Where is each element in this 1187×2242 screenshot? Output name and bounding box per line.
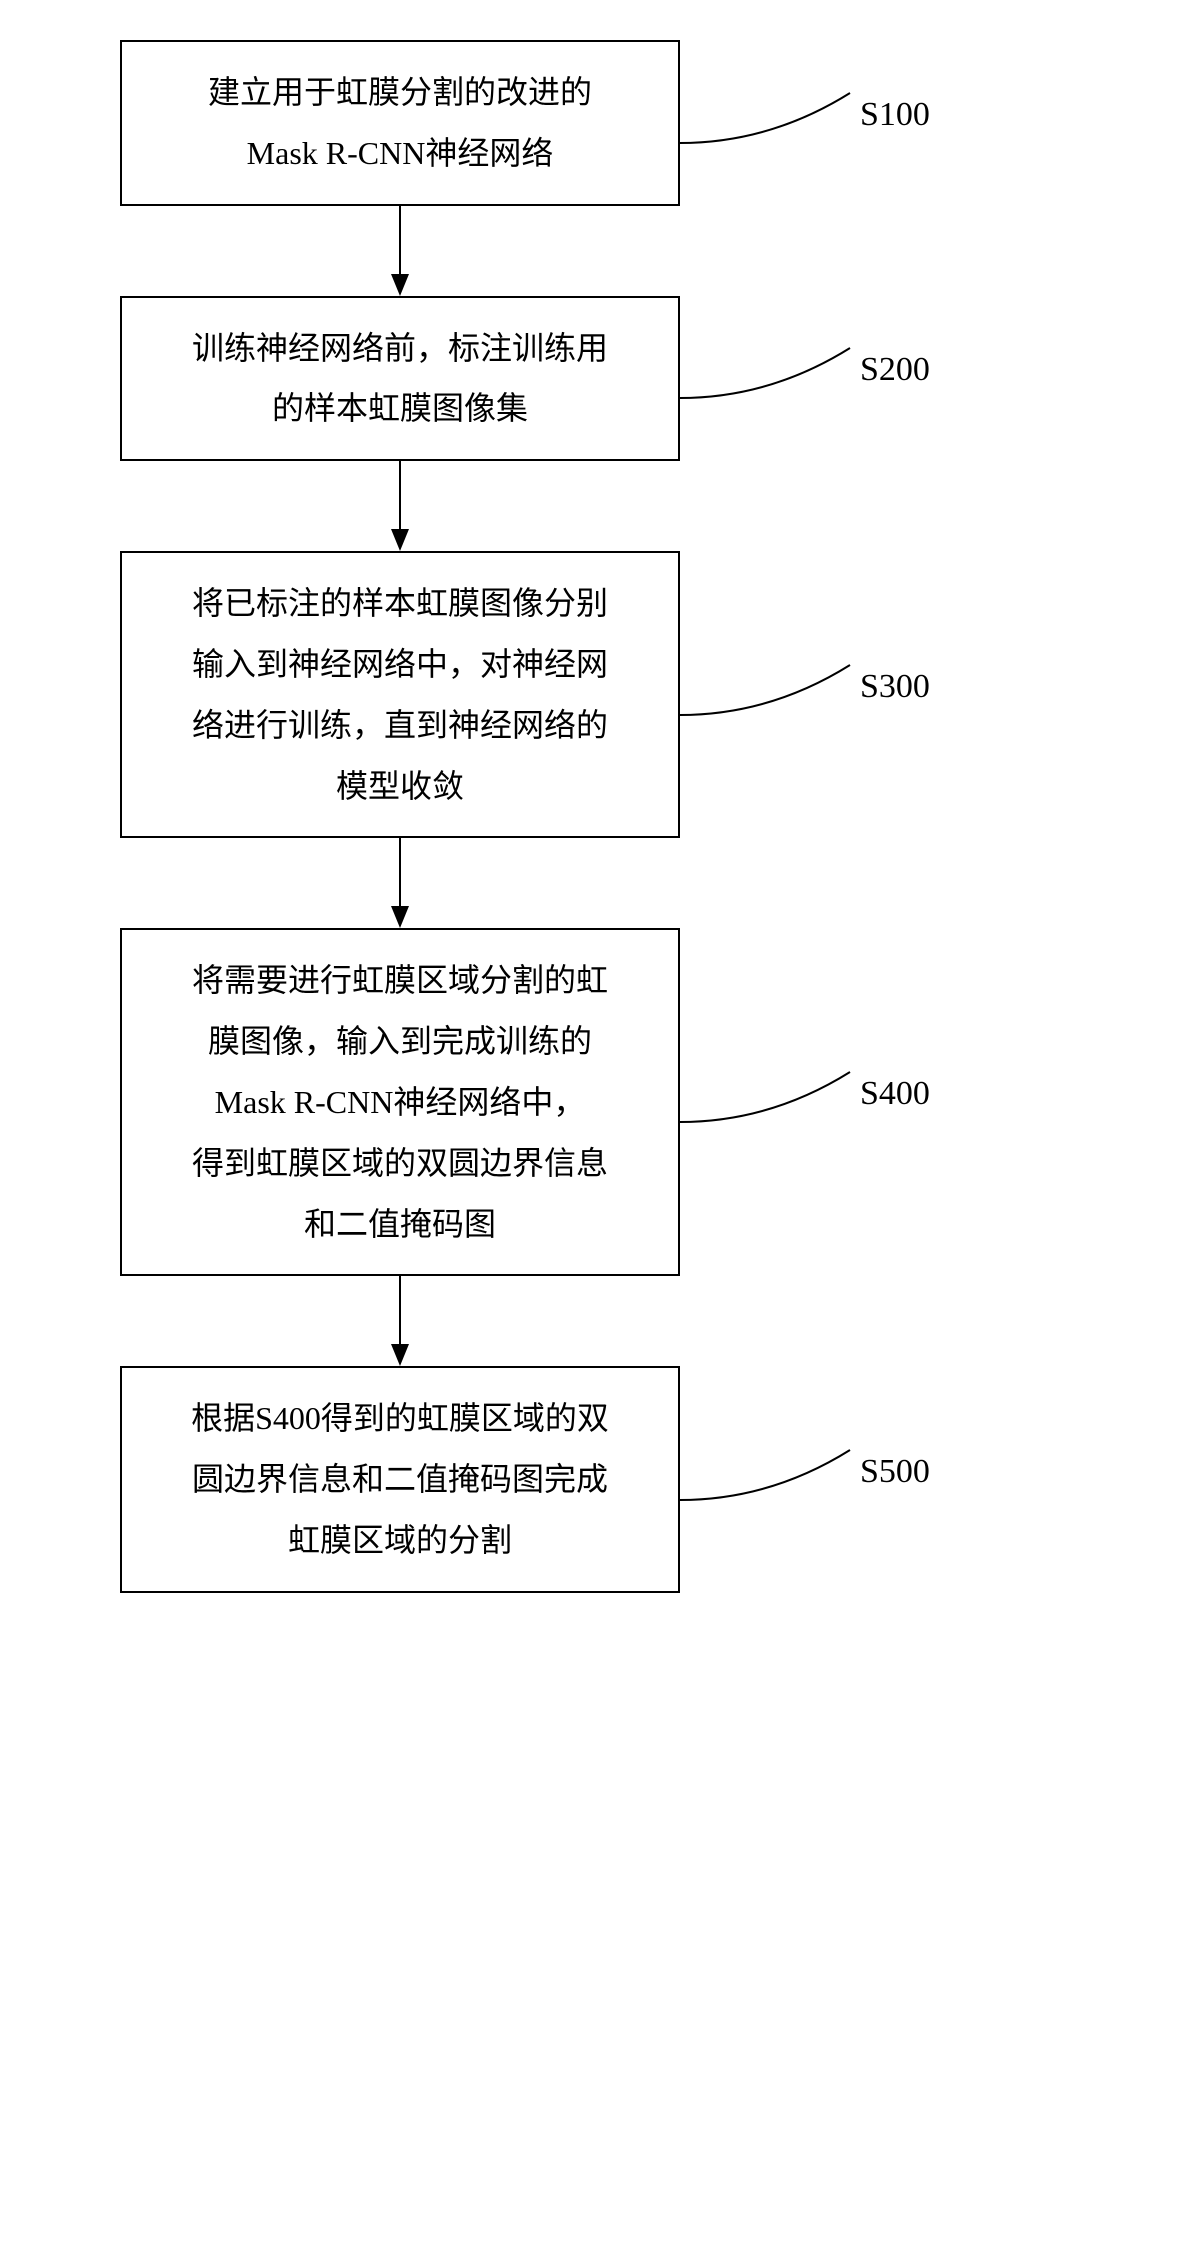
step-text-line: 输入到神经网络中，对神经网 xyxy=(146,634,654,695)
flowchart-step-S500: 根据S400得到的虹膜区域的双圆边界信息和二值掩码图完成虹膜区域的分割 S500 xyxy=(120,1366,1127,1592)
flowchart-step-S400: 将需要进行虹膜区域分割的虹膜图像，输入到完成训练的Mask R-CNN神经网络中… xyxy=(120,928,1127,1276)
label-connector-curve xyxy=(680,343,860,413)
step-text-line: Mask R-CNN神经网络中， xyxy=(146,1072,654,1133)
step-text-line: 模型收敛 xyxy=(146,756,654,817)
step-text-line: 膜图像，输入到完成训练的 xyxy=(146,1011,654,1072)
step-box: 将需要进行虹膜区域分割的虹膜图像，输入到完成训练的Mask R-CNN神经网络中… xyxy=(120,928,680,1276)
step-text-line: 络进行训练，直到神经网络的 xyxy=(146,695,654,756)
arrow-down-icon xyxy=(382,1276,418,1366)
arrow-down-icon xyxy=(382,838,418,928)
step-text-line: 根据S400得到的虹膜区域的双 xyxy=(146,1388,654,1449)
step-label: S500 xyxy=(860,1453,930,1491)
step-label: S200 xyxy=(860,351,930,389)
flow-arrow xyxy=(120,838,680,928)
step-box: 训练神经网络前，标注训练用的样本虹膜图像集 xyxy=(120,296,680,462)
flowchart-step-S100: 建立用于虹膜分割的改进的Mask R-CNN神经网络 S100 xyxy=(120,40,1127,206)
step-text-line: 得到虹膜区域的双圆边界信息 xyxy=(146,1133,654,1194)
step-text-line: 建立用于虹膜分割的改进的 xyxy=(146,62,654,123)
arrow-down-icon xyxy=(382,206,418,296)
step-text-line: 将已标注的样本虹膜图像分别 xyxy=(146,573,654,634)
label-connector-curve xyxy=(680,1067,860,1137)
step-box: 将已标注的样本虹膜图像分别输入到神经网络中，对神经网络进行训练，直到神经网络的模… xyxy=(120,551,680,838)
step-text-line: 和二值掩码图 xyxy=(146,1194,654,1255)
step-text-line: 训练神经网络前，标注训练用 xyxy=(146,318,654,379)
step-box: 根据S400得到的虹膜区域的双圆边界信息和二值掩码图完成虹膜区域的分割 xyxy=(120,1366,680,1592)
step-text-line: Mask R-CNN神经网络 xyxy=(146,123,654,184)
flowchart-step-S300: 将已标注的样本虹膜图像分别输入到神经网络中，对神经网络进行训练，直到神经网络的模… xyxy=(120,551,1127,838)
step-box: 建立用于虹膜分割的改进的Mask R-CNN神经网络 xyxy=(120,40,680,206)
step-label: S300 xyxy=(860,668,930,706)
flow-arrow xyxy=(120,206,680,296)
label-connector-curve xyxy=(680,660,860,730)
step-label: S400 xyxy=(860,1075,930,1113)
step-label: S100 xyxy=(860,96,930,134)
step-text-line: 将需要进行虹膜区域分割的虹 xyxy=(146,950,654,1011)
label-connector-curve xyxy=(680,1445,860,1515)
step-text-line: 的样本虹膜图像集 xyxy=(146,378,654,439)
flow-arrow xyxy=(120,461,680,551)
step-text-line: 虹膜区域的分割 xyxy=(146,1510,654,1571)
flow-arrow xyxy=(120,1276,680,1366)
flowchart-step-S200: 训练神经网络前，标注训练用的样本虹膜图像集 S200 xyxy=(120,296,1127,462)
label-connector-curve xyxy=(680,88,860,158)
arrow-down-icon xyxy=(382,461,418,551)
flowchart-container: 建立用于虹膜分割的改进的Mask R-CNN神经网络 S100 训练神经网络前，标注… xyxy=(60,40,1127,1593)
step-text-line: 圆边界信息和二值掩码图完成 xyxy=(146,1449,654,1510)
